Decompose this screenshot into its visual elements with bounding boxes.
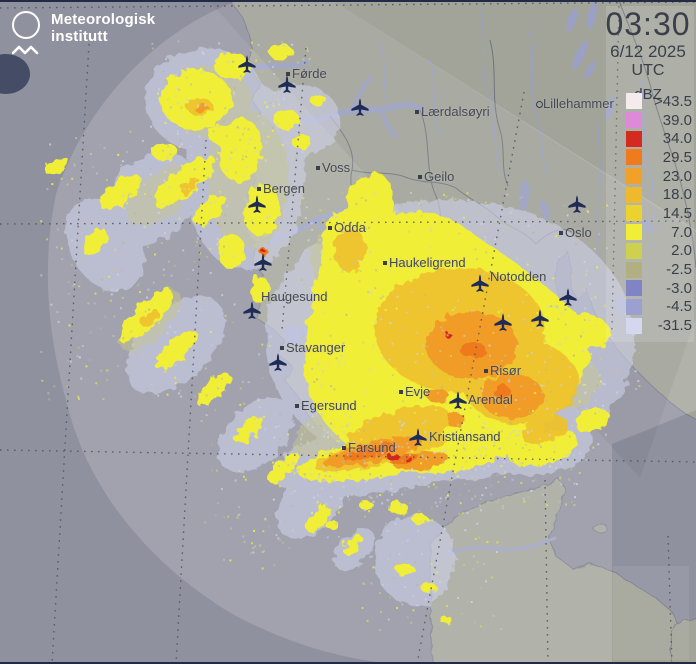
legend-color-swatch (626, 298, 642, 315)
timezone-label: UTC (631, 62, 665, 79)
legend-value-label: -2.5 (666, 261, 692, 279)
legend-value-label: 23.0 (662, 167, 692, 185)
legend-color-swatch (626, 280, 642, 297)
legend-value-label: 34.0 (662, 130, 692, 148)
time-display: 03:30 (605, 6, 691, 42)
legend-color-swatch (626, 168, 642, 185)
legend-row: -31.5 (626, 316, 692, 335)
legend-row: -3.0 (626, 279, 692, 298)
dbz-legend: >43.5 39.0 34.0 29.5 23.0 18.0 14.5 7.0 2.0 -2.5-… (626, 92, 692, 335)
legend-row: 39.0 (626, 111, 692, 130)
legend-row: 18.0 (626, 185, 692, 204)
legend-value-label: >43.5 (654, 92, 692, 110)
composite-box (613, 566, 689, 660)
legend-color-swatch (626, 224, 642, 241)
legend-color-swatch (626, 205, 642, 222)
legend-row: 2.0 (626, 242, 692, 261)
legend-color-swatch (626, 317, 642, 334)
legend-color-swatch (626, 130, 642, 147)
legend-row: -2.5 (626, 260, 692, 279)
bottom-border (0, 662, 696, 664)
legend-color-swatch (626, 93, 642, 110)
data-gap-patch (0, 54, 30, 94)
timestamp-block: 03:30 6/12 2025 UTC dBZ (604, 7, 692, 103)
logo-text-line1: Meteorologisk (51, 11, 156, 28)
legend-row: 14.5 (626, 204, 692, 223)
date-display: 6/12 2025 (610, 42, 686, 61)
top-border (0, 0, 696, 2)
legend-color-swatch (626, 242, 642, 259)
legend-row: 7.0 (626, 223, 692, 242)
info-panel-background (606, 6, 694, 342)
met-institute-logo: Meteorologisk institutt (12, 11, 155, 56)
legend-color-swatch (626, 149, 642, 166)
legend-row: -4.5 (626, 298, 692, 317)
logo-text-line2: institutt (51, 28, 108, 45)
logo-circle-icon (12, 11, 40, 39)
legend-row: >43.5 (626, 92, 692, 111)
corner-land (670, 617, 696, 664)
echo-layer (45, 44, 635, 624)
legend-color-swatch (626, 112, 642, 129)
legend-color-swatch (626, 261, 642, 278)
legend-value-label: 14.5 (662, 204, 692, 222)
legend-value-label: 2.0 (671, 242, 692, 260)
legend-value-label: 29.5 (662, 148, 692, 166)
legend-value-label: 39.0 (662, 111, 692, 129)
legend-value-label: -31.5 (657, 317, 692, 335)
echo-speckle (40, 40, 641, 632)
legend-color-swatch (626, 186, 642, 203)
legend-row: 29.5 (626, 148, 692, 167)
logo-wave-icon (12, 45, 39, 55)
legend-row: 23.0 (626, 167, 692, 186)
legend-value-label: -3.0 (666, 279, 692, 297)
legend-value-label: 7.0 (671, 223, 692, 241)
island (593, 524, 609, 534)
legend-value-label: 18.0 (662, 186, 692, 204)
legend-value-label: -4.5 (666, 298, 692, 316)
legend-row: 34.0 (626, 129, 692, 148)
